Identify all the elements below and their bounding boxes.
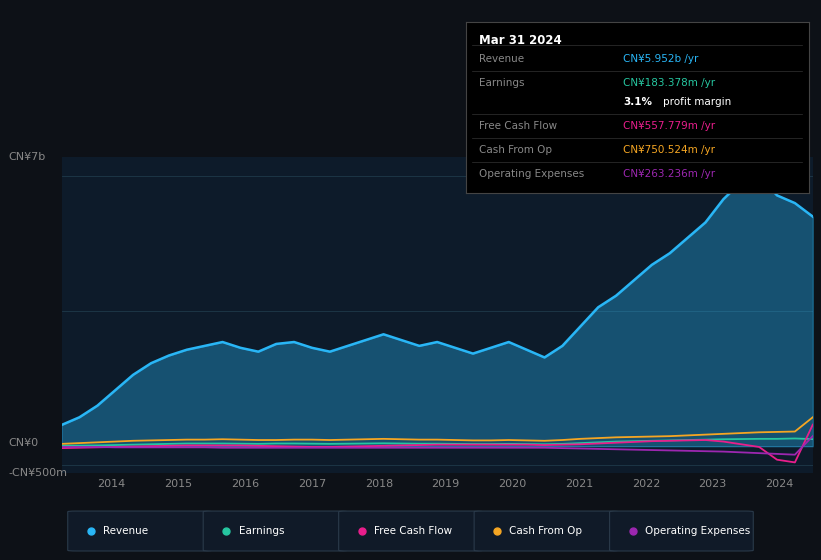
Text: Cash From Op: Cash From Op	[479, 144, 553, 155]
Text: -CN¥500m: -CN¥500m	[8, 468, 67, 478]
Text: Free Cash Flow: Free Cash Flow	[479, 121, 557, 130]
Text: profit margin: profit margin	[663, 97, 731, 107]
Text: Operating Expenses: Operating Expenses	[645, 526, 750, 536]
Text: CN¥5.952b /yr: CN¥5.952b /yr	[623, 54, 699, 64]
Text: CN¥557.779m /yr: CN¥557.779m /yr	[623, 121, 715, 130]
Text: CN¥263.236m /yr: CN¥263.236m /yr	[623, 170, 715, 179]
Text: Revenue: Revenue	[103, 526, 148, 536]
FancyBboxPatch shape	[609, 511, 754, 551]
Text: Mar 31 2024: Mar 31 2024	[479, 34, 562, 48]
Text: 3.1%: 3.1%	[623, 97, 653, 107]
Text: CN¥0: CN¥0	[8, 438, 39, 449]
Text: CN¥183.378m /yr: CN¥183.378m /yr	[623, 78, 715, 88]
FancyBboxPatch shape	[67, 511, 212, 551]
Text: Earnings: Earnings	[238, 526, 284, 536]
Text: Cash From Op: Cash From Op	[509, 526, 582, 536]
Text: CN¥750.524m /yr: CN¥750.524m /yr	[623, 144, 715, 155]
Text: Revenue: Revenue	[479, 54, 525, 64]
FancyBboxPatch shape	[338, 511, 482, 551]
FancyBboxPatch shape	[203, 511, 346, 551]
Text: Operating Expenses: Operating Expenses	[479, 170, 585, 179]
FancyBboxPatch shape	[475, 511, 617, 551]
Text: Free Cash Flow: Free Cash Flow	[374, 526, 452, 536]
Text: CN¥7b: CN¥7b	[8, 152, 45, 162]
Text: Earnings: Earnings	[479, 78, 525, 88]
